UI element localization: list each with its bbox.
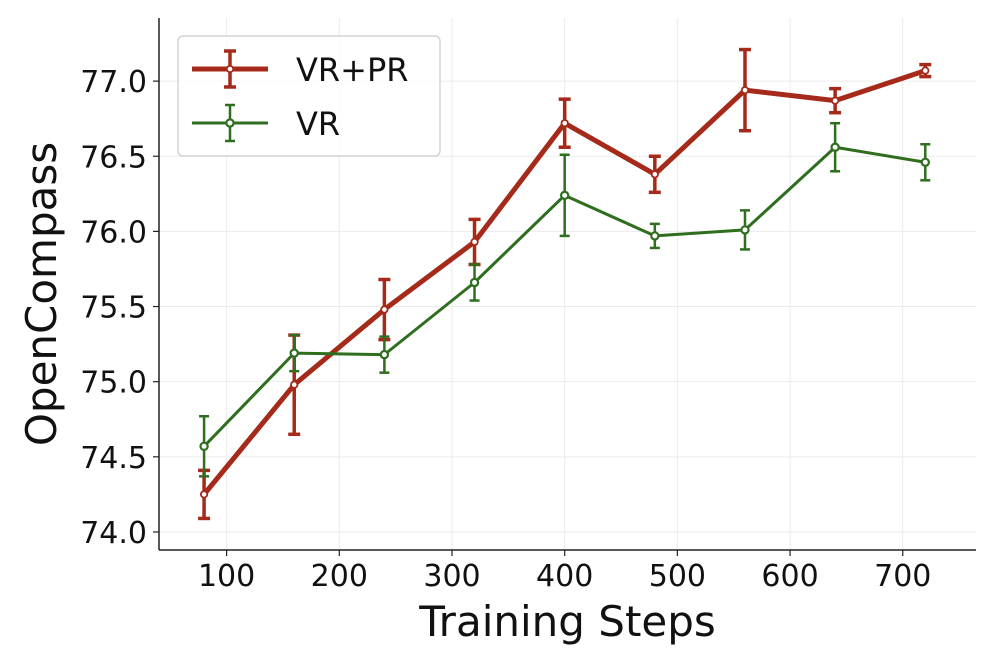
y-tick-label: 77.0 [80,65,147,100]
y-tick-labels: 74.0 74.5 75.0 75.5 76.0 76.5 77.0 [80,65,159,551]
legend-marker [225,118,235,128]
y-axis-title: OpenCompass [17,142,66,446]
data-point [921,66,930,75]
data-point [290,380,299,389]
legend-entries: VR+PR VR [192,49,408,143]
x-tick-labels: 100 200 300 400 500 600 700 [198,550,931,594]
legend-entry: VR [192,103,340,143]
x-tick-label: 100 [198,559,255,594]
data-point [740,86,750,95]
y-tick-label: 74.5 [80,441,147,476]
data-point [379,349,390,360]
data-point [740,225,750,235]
legend-box [177,35,441,157]
data-point [559,190,570,201]
data-point [469,277,480,288]
series-0 [198,47,932,521]
data-point [831,96,840,105]
data-point [650,170,659,179]
data-point [830,142,840,152]
data-point [560,119,569,128]
legend-entry: VR+PR [192,49,408,89]
legend-marker [225,64,235,74]
legend: VR+PR VR [177,35,441,157]
y-tick-label: 75.5 [80,291,147,326]
data-point [289,348,299,358]
x-tick-label: 500 [649,559,706,594]
data-point [380,305,389,314]
legend-label: VR+PR [296,51,408,89]
x-tick-label: 400 [536,559,593,594]
y-tick-label: 76.0 [80,215,147,250]
series [198,47,932,521]
data-point [650,231,660,241]
x-tick-label: 200 [311,559,368,594]
data-point [470,237,479,247]
x-axis-title: Training Steps [418,597,716,646]
y-tick-label: 74.0 [80,516,147,551]
y-tick-label: 76.5 [80,140,147,175]
series-1 [199,121,931,478]
x-tick-label: 300 [423,559,480,594]
data-point [920,157,930,167]
data-point [199,441,209,452]
grid [159,18,976,550]
x-tick-label: 600 [761,559,818,594]
data-point [199,490,209,499]
x-tick-label: 700 [874,559,931,594]
legend-label: VR [296,105,340,143]
axes [158,18,976,551]
y-tick-label: 75.0 [80,366,147,401]
